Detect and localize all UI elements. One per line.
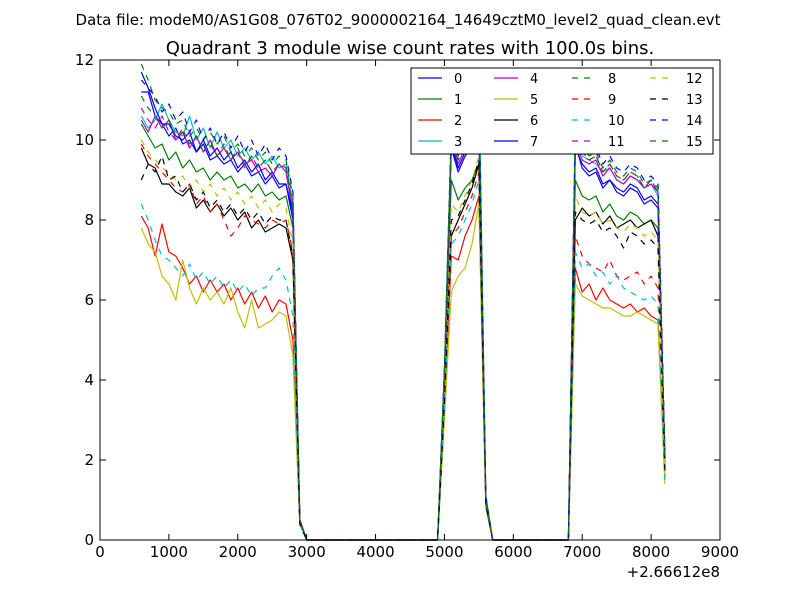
legend-frame <box>410 67 714 155</box>
x-tick-label: 2000 <box>219 543 257 561</box>
legend-label-1: 1 <box>454 93 462 108</box>
y-tick-label: 8 <box>84 211 94 229</box>
legend-label-0: 0 <box>454 72 462 87</box>
x-tick-label: 8000 <box>632 543 670 561</box>
legend-label-7: 7 <box>530 135 538 150</box>
x-tick-label: 7000 <box>563 543 601 561</box>
x-tick-label: 1000 <box>150 543 188 561</box>
x-tick-label: 5000 <box>425 543 463 561</box>
legend-label-6: 6 <box>530 114 538 129</box>
axis-ticks: 0 1000 2000 3000 4000 5000 6000 7000 8000 9000 0 2 4… <box>75 51 739 561</box>
y-tick-label: 0 <box>84 531 94 549</box>
legend-label-12: 12 <box>686 72 703 87</box>
y-tick-label: 6 <box>84 291 94 309</box>
series-line-15 <box>140 95 666 541</box>
y-tick-label: 4 <box>84 371 94 389</box>
legend-label-13: 13 <box>686 93 703 108</box>
chart-title: Quadrant 3 module wise count rates with … <box>166 38 655 59</box>
legend-label-3: 3 <box>454 135 462 150</box>
y-tick-label: 2 <box>84 451 94 469</box>
series-line-14 <box>140 79 666 541</box>
x-tick-label: 6000 <box>494 543 532 561</box>
y-tick-label: 12 <box>75 51 94 69</box>
legend-label-2: 2 <box>454 114 462 129</box>
x-tick-label: 9000 <box>701 543 739 561</box>
legend-label-4: 4 <box>530 72 538 87</box>
series-line-10 <box>140 179 666 541</box>
x-tick-label: 0 <box>95 543 105 561</box>
legend-label-15: 15 <box>686 135 703 150</box>
legend-label-8: 8 <box>608 72 616 87</box>
legend-label-14: 14 <box>686 114 703 129</box>
x-tick-label: 4000 <box>356 543 394 561</box>
x-tick-label: 3000 <box>288 543 326 561</box>
y-tick-label: 10 <box>75 131 94 149</box>
legend-label-11: 11 <box>608 135 625 150</box>
x-offset-label: +2.66612e8 <box>627 563 720 581</box>
legend-label-5: 5 <box>530 93 538 108</box>
data-file-suptitle: Data file: modeM0/AS1G08_076T02_90000021… <box>76 11 721 30</box>
legend-label-9: 9 <box>608 93 616 108</box>
legend-label-10: 10 <box>608 114 625 129</box>
